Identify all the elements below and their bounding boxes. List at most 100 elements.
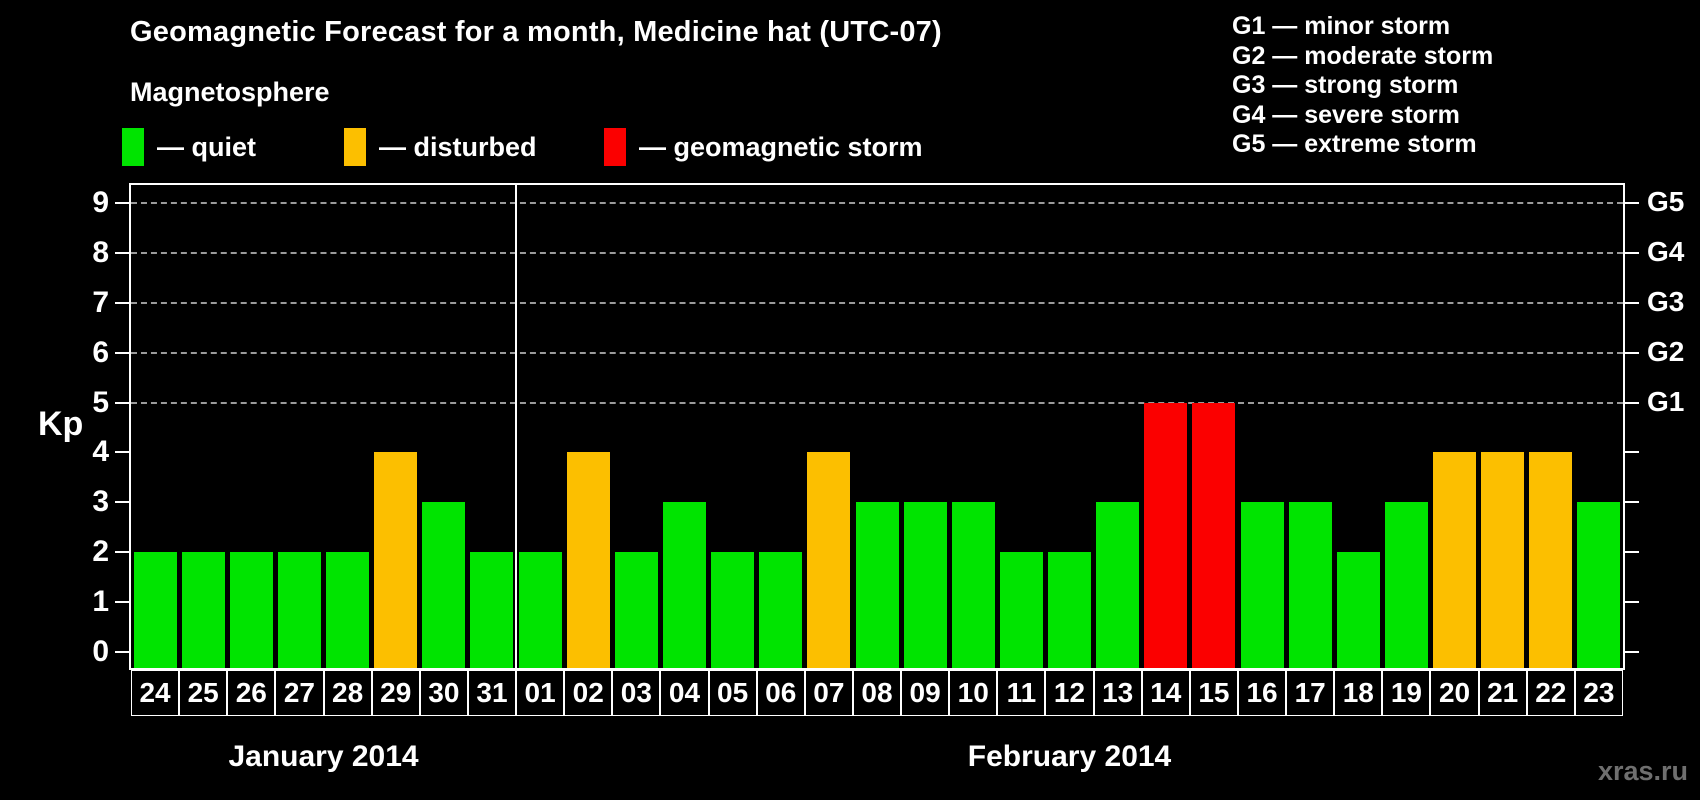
bar-day-10	[951, 502, 995, 668]
right-tick-3	[1623, 501, 1639, 504]
day-label-29: 29	[371, 670, 420, 716]
day-label-17: 17	[1286, 670, 1335, 716]
y-tick-label-0: 0	[92, 634, 109, 668]
legend-label-quiet: — quiet	[157, 131, 256, 162]
right-tick-4	[1623, 451, 1639, 454]
storm-color-swatch	[604, 128, 626, 166]
magnetosphere-legend-heading: Magnetosphere	[130, 77, 330, 107]
day-label-24: 24	[131, 670, 180, 716]
legend-item-disturbed: — disturbed	[344, 128, 537, 166]
right-tick-0	[1623, 650, 1639, 653]
right-tick-7	[1623, 302, 1639, 304]
day-label-26: 26	[227, 670, 276, 716]
day-label-09: 09	[901, 670, 950, 716]
bar-day-30	[422, 502, 466, 668]
bar-day-17	[1288, 502, 1332, 668]
day-label-12: 12	[1045, 670, 1094, 716]
day-label-11: 11	[997, 670, 1046, 716]
gridline-kp-6	[131, 351, 1623, 354]
disturbed-color-swatch	[344, 128, 366, 166]
day-label-06: 06	[756, 670, 805, 716]
y-tick-label-9: 9	[92, 186, 109, 220]
bar-day-23	[1577, 502, 1621, 668]
bar-day-27	[277, 551, 321, 668]
bar-day-12	[1048, 551, 1092, 668]
day-label-20: 20	[1430, 670, 1479, 716]
g-legend-item-1: G1 — minor storm	[1232, 12, 1451, 40]
y-tick-label-4: 4	[92, 435, 109, 469]
month-divider-line	[515, 185, 518, 668]
left-tick-3	[115, 501, 131, 504]
bar-day-06	[759, 551, 803, 668]
day-label-05: 05	[708, 670, 757, 716]
y-tick-label-1: 1	[92, 584, 109, 618]
bar-day-29	[374, 452, 418, 668]
day-label-18: 18	[1334, 670, 1383, 716]
bar-day-22	[1529, 452, 1573, 668]
left-tick-9	[115, 202, 131, 205]
right-axis-label-g4: G4	[1647, 236, 1685, 268]
left-tick-1	[115, 600, 131, 603]
bar-day-01	[518, 551, 562, 668]
left-tick-4	[115, 451, 131, 454]
y-tick-label-6: 6	[92, 335, 109, 369]
gridline-kp-5	[131, 401, 1623, 404]
day-label-14: 14	[1141, 670, 1190, 716]
day-label-02: 02	[564, 670, 613, 716]
quiet-color-swatch	[122, 128, 144, 166]
right-axis-label-g5: G5	[1647, 186, 1685, 218]
bar-day-24	[133, 551, 177, 668]
y-axis-label: Kp	[38, 405, 84, 444]
legend-item-quiet: — quiet	[122, 128, 256, 166]
y-tick-label-7: 7	[92, 286, 109, 319]
y-tick-label-5: 5	[92, 385, 109, 419]
g-legend-item-4: G4 — severe storm	[1232, 100, 1460, 129]
right-tick-2	[1623, 550, 1639, 553]
bar-day-26	[229, 551, 273, 668]
left-tick-0	[115, 650, 131, 653]
day-label-13: 13	[1093, 670, 1142, 716]
day-label-03: 03	[612, 670, 661, 716]
bar-day-05	[711, 551, 755, 668]
day-label-25: 25	[179, 670, 228, 716]
gridline-kp-8	[131, 252, 1623, 255]
bar-day-16	[1240, 502, 1284, 668]
day-label-23: 23	[1574, 670, 1623, 716]
legend-label-disturbed: — disturbed	[379, 131, 537, 162]
right-tick-9	[1623, 202, 1639, 205]
g-legend-item-3: G3 — strong storm	[1232, 71, 1459, 99]
bar-day-07	[807, 452, 851, 668]
day-label-15: 15	[1189, 670, 1238, 716]
watermark: xras.ru	[1597, 756, 1688, 786]
legend-item-storm: — geomagnetic storm	[604, 128, 923, 166]
legend-label-storm: — geomagnetic storm	[639, 131, 923, 162]
left-tick-2	[115, 550, 131, 553]
bar-day-31	[470, 551, 514, 668]
bar-day-19	[1384, 502, 1428, 668]
day-label-19: 19	[1382, 670, 1431, 716]
plot-border	[129, 183, 1625, 670]
right-tick-8	[1623, 252, 1639, 255]
left-tick-6	[115, 351, 131, 354]
chart-title: Geomagnetic Forecast for a month, Medici…	[130, 16, 942, 48]
bar-day-08	[855, 502, 899, 668]
bar-day-25	[181, 551, 225, 668]
bar-day-13	[1096, 502, 1140, 668]
gridline-kp-7	[131, 302, 1623, 304]
day-label-21: 21	[1478, 670, 1527, 716]
right-tick-6	[1623, 351, 1639, 354]
day-label-01: 01	[516, 670, 565, 716]
day-label-10: 10	[949, 670, 998, 716]
right-axis-label-g1: G1	[1647, 385, 1685, 417]
day-label-28: 28	[323, 670, 372, 716]
left-tick-5	[115, 401, 131, 404]
bar-day-11	[999, 551, 1043, 668]
g-legend-item-5: G5 — extreme storm	[1232, 130, 1477, 158]
right-tick-5	[1623, 401, 1639, 404]
bar-day-20	[1433, 452, 1477, 668]
bar-day-03	[614, 551, 658, 668]
right-axis-label-g2: G2	[1647, 335, 1685, 367]
bar-day-21	[1481, 452, 1525, 668]
